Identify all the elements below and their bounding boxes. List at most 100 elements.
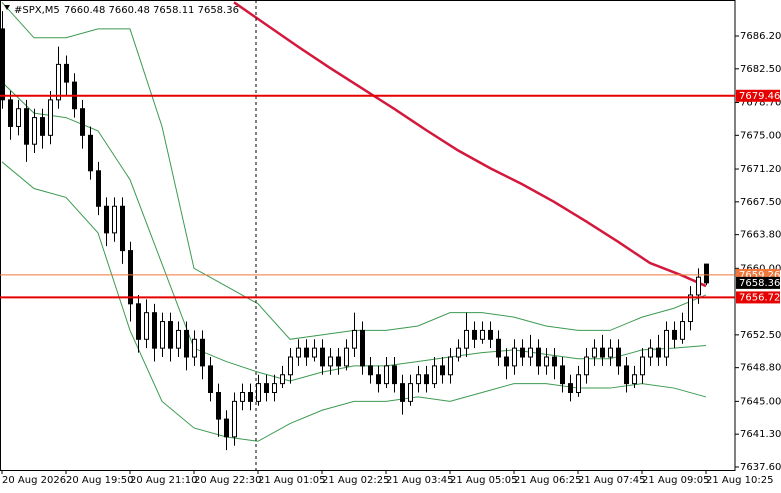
candle-body — [688, 294, 693, 323]
candle-body — [680, 321, 685, 340]
y-tick-label: 7675.00 — [740, 130, 781, 141]
candle-body — [80, 108, 85, 136]
candle-body — [608, 347, 613, 358]
candle-body — [496, 338, 501, 358]
y-tick-label: 7652.50 — [740, 330, 781, 341]
candle-body — [480, 329, 485, 340]
title-icon — [4, 5, 10, 10]
candle-body — [40, 117, 45, 136]
candle-body — [296, 347, 301, 358]
y-tick-label: 7641.30 — [740, 429, 781, 440]
candle-body — [152, 312, 157, 349]
candle-body — [520, 347, 525, 358]
candle-body — [560, 365, 565, 385]
x-tick-label: 21 Aug 10:25 — [706, 475, 773, 486]
candle-body — [656, 347, 661, 358]
x-tick-label: 21 Aug 02:25 — [322, 475, 389, 486]
candle-body — [504, 356, 509, 367]
candle-body — [32, 117, 37, 145]
candle-body — [136, 303, 141, 340]
candle-body — [624, 365, 629, 385]
candle-body — [344, 347, 349, 367]
x-tick-label: 21 Aug 05:05 — [450, 475, 517, 486]
level-label-bg — [736, 291, 780, 304]
candle-body — [320, 347, 325, 367]
candle-body — [96, 170, 101, 207]
candle-body — [648, 347, 653, 358]
candle-body — [416, 374, 421, 385]
candle-body — [240, 391, 245, 402]
candle-body — [232, 400, 237, 438]
candle-body — [160, 321, 165, 349]
candle-body — [176, 329, 181, 349]
candle-body — [272, 383, 277, 393]
y-tick-label: 7637.60 — [740, 462, 781, 473]
y-tick-label: 7682.50 — [740, 64, 781, 75]
candle-body — [328, 356, 333, 367]
candle-body — [448, 356, 453, 376]
candle-body — [464, 329, 469, 349]
candle-body — [544, 356, 549, 367]
candle-body — [88, 134, 93, 172]
x-tick-label: 21 Aug 09:05 — [642, 475, 709, 486]
level-label: 7679.46 — [739, 91, 780, 102]
candle-body — [408, 383, 413, 402]
y-tick-label: 7663.80 — [740, 230, 781, 241]
candle-body — [312, 347, 317, 358]
y-tick-label: 7678.70 — [740, 98, 781, 109]
candle-body — [696, 276, 701, 296]
candle-body — [304, 347, 309, 358]
candle-body — [256, 383, 261, 402]
y-tick-label: 7660.00 — [740, 263, 781, 274]
x-tick-label: 21 Aug 01:05 — [258, 475, 325, 486]
candle-body — [104, 205, 109, 234]
candle-body — [56, 63, 61, 101]
level-label-bg — [736, 89, 780, 102]
candle-body — [440, 365, 445, 376]
candle-body — [352, 329, 357, 349]
candle-body — [568, 383, 573, 393]
candle-body — [616, 347, 621, 367]
candle-body — [536, 347, 541, 367]
chart-subtitle: 7660.48 7660.48 7658.11 7658.36 — [64, 5, 239, 16]
y-tick-label: 7645.00 — [740, 396, 781, 407]
candle-body — [144, 312, 149, 340]
candle-body — [472, 329, 477, 340]
candle-body — [456, 347, 461, 358]
candle-body — [512, 347, 517, 367]
candle-body — [704, 263, 709, 284]
candle-body — [528, 347, 533, 358]
candle-body — [368, 365, 373, 376]
candle-body — [600, 347, 605, 358]
candle-body — [488, 329, 493, 340]
candle-body — [64, 63, 69, 83]
candle-body — [400, 383, 405, 402]
candle-body — [632, 374, 637, 385]
candle-body — [288, 356, 293, 376]
last-price-label: 7658.36 — [739, 278, 780, 289]
candle-body — [8, 99, 13, 127]
candle-body — [592, 347, 597, 358]
candle-body — [248, 391, 253, 402]
x-tick-label: 20 Aug 22:30 — [194, 475, 261, 486]
candle-body — [640, 356, 645, 376]
x-tick-label: 21 Aug 03:45 — [386, 475, 453, 486]
candle-body — [16, 108, 21, 127]
y-tick-label: 7648.80 — [740, 363, 781, 374]
y-tick-label: 7671.20 — [740, 164, 781, 175]
candle-body — [112, 205, 117, 234]
candle-body — [360, 329, 365, 367]
candle-body — [392, 365, 397, 385]
x-tick-label: 21 Aug 07:45 — [578, 475, 645, 486]
candle-body — [432, 365, 437, 385]
y-tick-label: 7686.20 — [740, 31, 781, 42]
last-price-label-bg — [736, 276, 780, 289]
x-tick-label: 20 Aug 2026 — [2, 475, 66, 486]
candle-body — [264, 383, 269, 393]
x-tick-label: 20 Aug 19:50 — [66, 475, 133, 486]
candle-body — [552, 356, 557, 367]
candle-body — [192, 338, 197, 358]
candle-body — [200, 338, 205, 367]
